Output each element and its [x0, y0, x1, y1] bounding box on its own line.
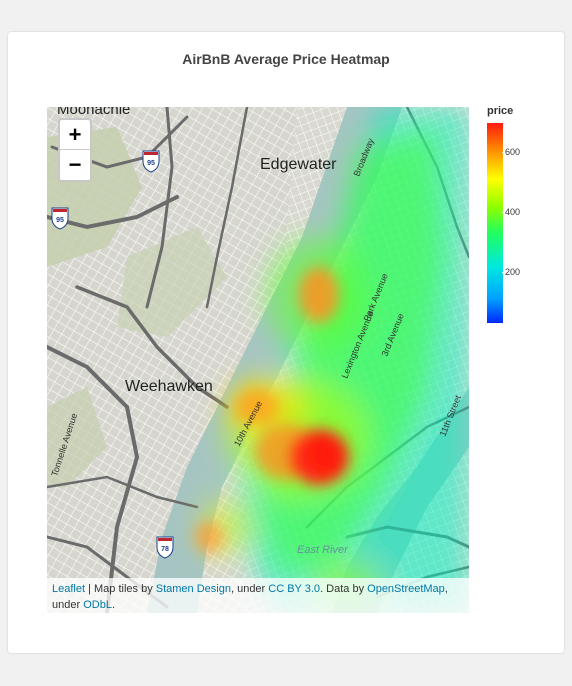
legend-tick: 400 [501, 207, 521, 217]
place-label-edgewater: Edgewater [260, 156, 337, 173]
water-label-east-river: East River [297, 544, 349, 556]
interstate-shield: 78 [156, 536, 174, 559]
hudson-river [147, 107, 402, 613]
zoom-out-button[interactable]: − [68, 152, 82, 177]
attribution-text: | Map tiles by [85, 583, 156, 595]
stamen-link[interactable]: Stamen Design [155, 583, 231, 595]
park-area [117, 227, 227, 337]
i78-shield-label: 78 [161, 546, 169, 553]
leaflet-link[interactable]: Leaflet [52, 583, 86, 595]
zoom-in-button[interactable]: + [60, 120, 90, 150]
interstate-shield: 95 [51, 207, 69, 230]
attribution-text: . [111, 599, 116, 611]
place-label-weehawken: Weehawken [125, 378, 213, 395]
odbl-link[interactable]: ODbL [83, 599, 112, 611]
i95-shield-label: 95 [147, 160, 155, 167]
map-view[interactable]: 95 95 78 Moonachie Edgewater Weehawken T… [47, 107, 469, 613]
legend-tick: 600 [501, 147, 521, 157]
price-heatmap [195, 107, 469, 613]
legend-color-bar [487, 123, 503, 323]
chart-card: AirBnB Average Price Heatmap [8, 32, 564, 653]
zoom-control: + − [58, 118, 92, 182]
attribution-text: , under [230, 583, 269, 595]
osm-link[interactable]: OpenStreetMap [367, 583, 445, 595]
map-attribution: Leaflet | Map tiles by Stamen Design, un… [47, 578, 469, 613]
attribution-text: . Data by [320, 583, 368, 595]
map-tiles: 95 95 78 Moonachie Edgewater Weehawken T… [47, 107, 469, 613]
i95-shield-label: 95 [56, 217, 64, 224]
chart-title: AirBnB Average Price Heatmap [182, 51, 390, 67]
place-label-moonachie: Moonachie [57, 107, 130, 118]
price-legend: price 600 400 200 [487, 105, 547, 325]
interstate-shield: 95 [142, 150, 160, 173]
attribution-text: , under [52, 583, 448, 611]
legend-title: price [487, 105, 514, 117]
legend-tick: 200 [501, 267, 521, 277]
cc-by-link[interactable]: CC BY 3.0 [268, 583, 321, 595]
park-area [47, 387, 107, 487]
